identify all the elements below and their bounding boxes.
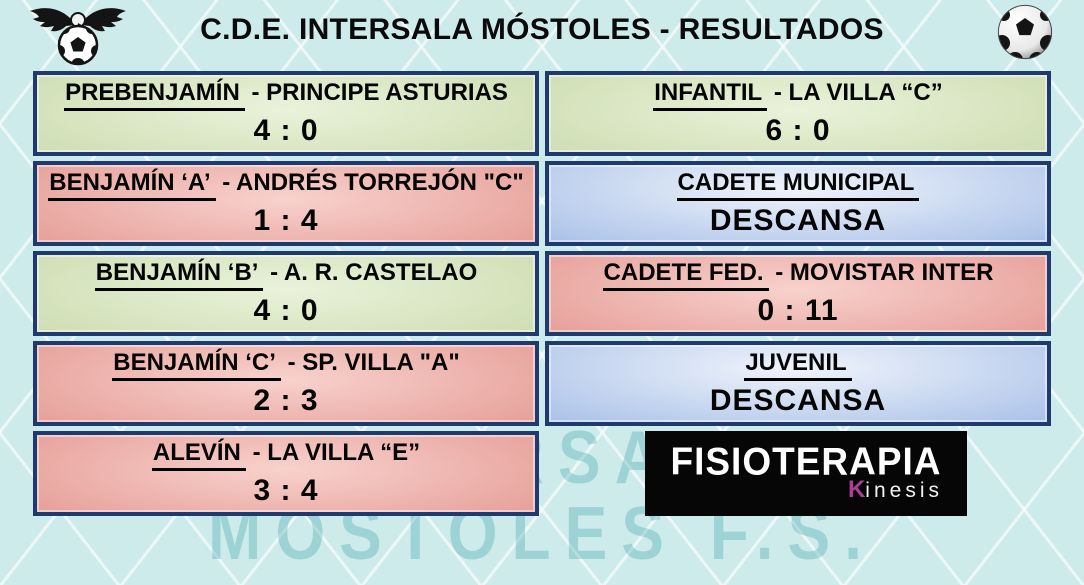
match-score: 0 : 11 [757, 294, 839, 327]
sponsor-rest: inesis [865, 479, 943, 502]
result-box-benjamin-a: BENJAMÍN ‘A’ - ANDRÉS TORREJÓN "C" 1 : 4 [33, 161, 539, 246]
opponent-name: - MOVISTAR INTER [775, 259, 994, 286]
team-category: CADETE MUNICIPAL [676, 169, 920, 201]
result-box-prebenjamin: PREBENJAMÍN - PRINCIPE ASTURIAS 4 : 0 [33, 71, 539, 156]
match-title: CADETE MUNICIPAL [676, 169, 920, 201]
opponent-name: - SP. VILLA "A" [287, 349, 460, 376]
result-box-infantil: INFANTIL - LA VILLA “C” 6 : 0 [545, 71, 1051, 156]
results-grid: PREBENJAMÍN - PRINCIPE ASTURIAS 4 : 0 IN… [33, 71, 1051, 516]
opponent-name: - LA VILLA “C” [773, 79, 943, 106]
sponsor-name: FISIOTERAPIA [670, 439, 942, 483]
result-box-alevin: ALEVÍN - LA VILLA “E” 3 : 4 [33, 431, 539, 516]
result-box-benjamin-c: BENJAMÍN ‘C’ - SP. VILLA "A" 2 : 3 [33, 341, 539, 426]
team-category: CADETE FED. [602, 259, 769, 291]
match-status: DESCANSA [709, 384, 887, 417]
team-category: BENJAMÍN ‘C’ [112, 349, 281, 381]
match-score: 4 : 0 [253, 294, 319, 327]
sponsor-subname: Kinesis [657, 476, 955, 504]
result-box-benjamin-b: BENJAMÍN ‘B’ - A. R. CASTELAO 4 : 0 [33, 251, 539, 336]
result-box-juvenil: JUVENIL DESCANSA [545, 341, 1051, 426]
sponsor-logo-fisioterapia-kinesis: FISIOTERAPIA Kinesis [645, 431, 967, 516]
team-category: BENJAMÍN ‘B’ [94, 259, 264, 291]
match-score: 2 : 3 [253, 384, 319, 417]
team-category: BENJAMÍN ‘A’ [48, 169, 216, 201]
soccer-ball-icon [996, 3, 1054, 66]
match-title: BENJAMÍN ‘B’ - A. R. CASTELAO [94, 259, 478, 291]
header: C.D.E. INTERSALA MÓSTOLES - RESULTADOS [0, 0, 1084, 70]
opponent-name: - LA VILLA “E” [252, 439, 421, 466]
match-title: BENJAMÍN ‘A’ - ANDRÉS TORREJÓN "C" [48, 169, 524, 201]
match-title: JUVENIL [744, 349, 852, 381]
match-title: CADETE FED. - MOVISTAR INTER [602, 259, 994, 291]
team-category: ALEVÍN [151, 439, 246, 471]
opponent-name: - ANDRÉS TORREJÓN "C" [222, 169, 524, 196]
club-crest-icon [26, 2, 130, 73]
team-category: PREBENJAMÍN [64, 79, 245, 111]
match-title: ALEVÍN - LA VILLA “E” [151, 439, 421, 471]
opponent-name: - A. R. CASTELAO [270, 259, 478, 286]
result-box-cadete-municipal: CADETE MUNICIPAL DESCANSA [545, 161, 1051, 246]
match-score: 1 : 4 [253, 204, 319, 237]
opponent-name: - PRINCIPE ASTURIAS [251, 79, 508, 106]
team-category: JUVENIL [744, 349, 852, 381]
match-score: 4 : 0 [253, 114, 319, 147]
match-status: DESCANSA [709, 204, 887, 237]
team-category: INFANTIL [653, 79, 768, 111]
match-score: 3 : 4 [253, 474, 319, 507]
page-title: C.D.E. INTERSALA MÓSTOLES - RESULTADOS [200, 13, 884, 46]
match-title: PREBENJAMÍN - PRINCIPE ASTURIAS [64, 79, 508, 111]
match-title: INFANTIL - LA VILLA “C” [653, 79, 943, 111]
result-box-cadete-fed: CADETE FED. - MOVISTAR INTER 0 : 11 [545, 251, 1051, 336]
sponsor-initial: K [847, 476, 866, 503]
match-title: BENJAMÍN ‘C’ - SP. VILLA "A" [112, 349, 460, 381]
match-score: 6 : 0 [765, 114, 831, 147]
